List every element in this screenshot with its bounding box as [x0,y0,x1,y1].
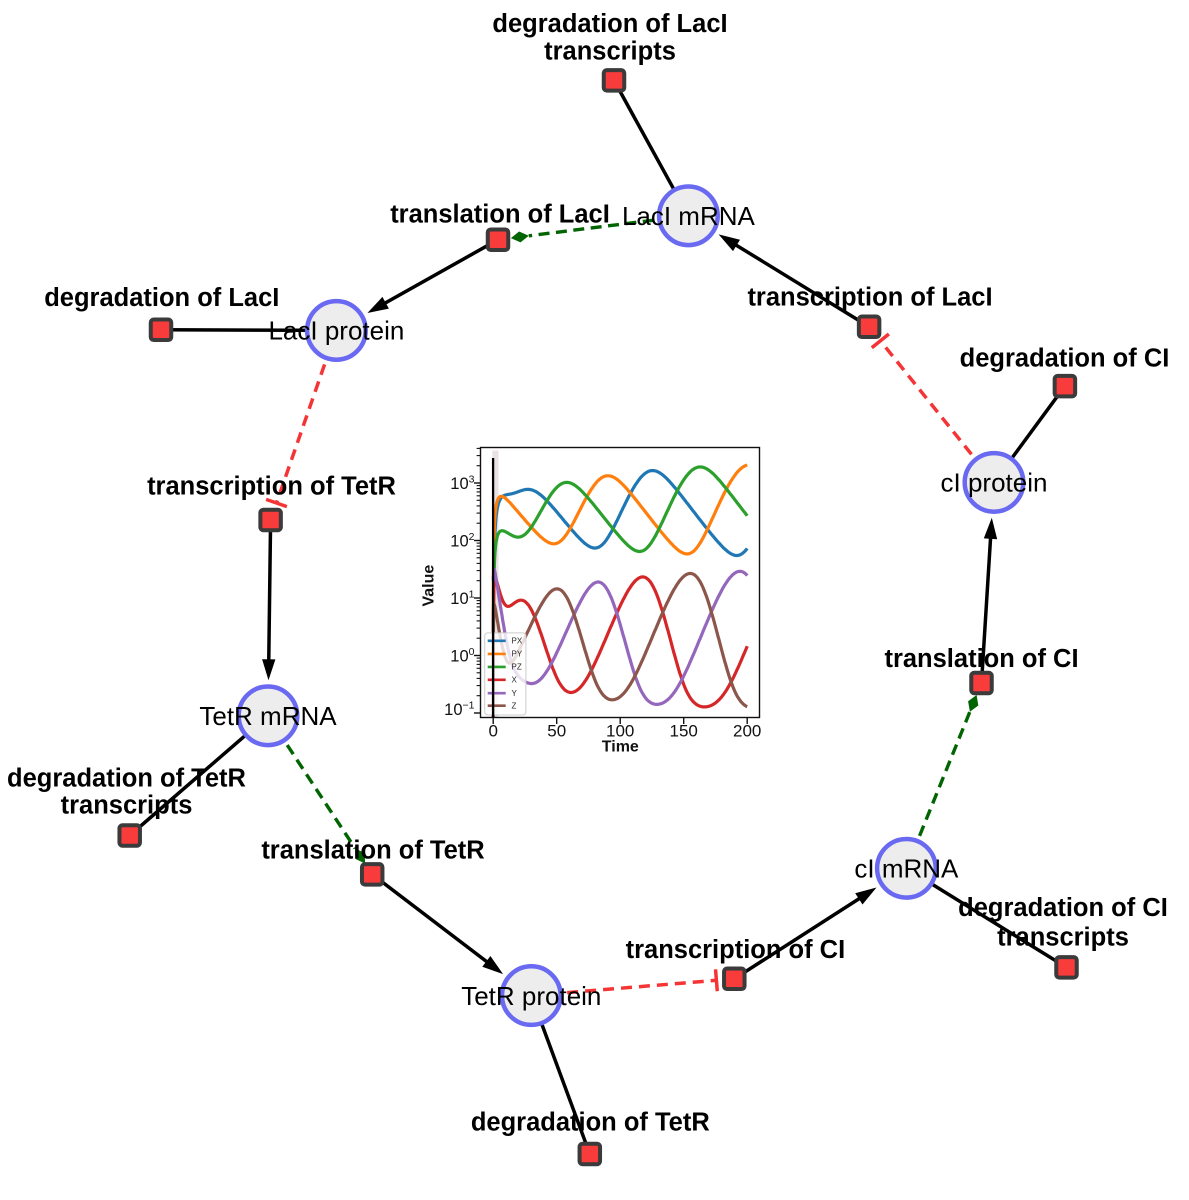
svg-text:LacI mRNA: LacI mRNA [622,201,756,231]
svg-text:150: 150 [670,722,698,741]
svg-text:50: 50 [547,722,566,741]
svg-text:100: 100 [450,646,474,666]
svg-text:Time: Time [602,739,639,756]
svg-text:translation of TetR: translation of TetR [261,836,484,864]
svg-text:103: 103 [450,473,474,493]
svg-text:PY: PY [512,650,523,659]
svg-text:translation of CI: translation of CI [884,645,1078,673]
svg-text:102: 102 [450,531,474,551]
svg-text:LacI protein: LacI protein [268,316,404,346]
svg-text:transcription of TetR: transcription of TetR [147,473,396,501]
svg-text:200: 200 [733,722,761,741]
svg-text:cI mRNA: cI mRNA [854,854,959,884]
svg-text:degradation of CI: degradation of CI [958,894,1168,922]
svg-text:X: X [512,676,518,685]
svg-text:0: 0 [488,722,497,741]
svg-text:transcripts: transcripts [997,924,1129,952]
svg-text:cI protein: cI protein [941,468,1048,498]
svg-text:TetR mRNA: TetR mRNA [199,701,337,731]
svg-text:translation of LacI: translation of LacI [390,200,610,228]
svg-text:PZ: PZ [512,663,522,672]
svg-text:Value: Value [420,565,437,607]
svg-text:degradation of LacI: degradation of LacI [492,10,727,38]
svg-text:PX: PX [512,637,523,646]
svg-text:Y: Y [512,689,518,698]
svg-text:transcription of CI: transcription of CI [626,936,846,964]
svg-text:Z: Z [512,702,517,711]
svg-text:transcripts: transcripts [544,37,676,65]
svg-text:degradation of TetR: degradation of TetR [471,1109,710,1137]
svg-text:degradation of LacI: degradation of LacI [44,284,279,312]
svg-text:degradation of TetR: degradation of TetR [7,764,246,792]
svg-text:100: 100 [606,722,634,741]
svg-text:transcripts: transcripts [61,792,193,820]
svg-text:transcription of LacI: transcription of LacI [747,284,992,312]
svg-text:101: 101 [450,588,474,608]
svg-text:TetR protein: TetR protein [461,981,601,1011]
svg-text:degradation of CI: degradation of CI [960,344,1170,372]
